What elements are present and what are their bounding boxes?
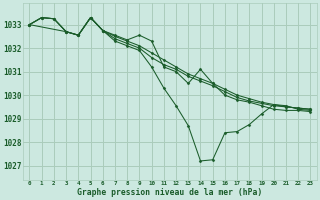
X-axis label: Graphe pression niveau de la mer (hPa): Graphe pression niveau de la mer (hPa) (77, 188, 263, 197)
